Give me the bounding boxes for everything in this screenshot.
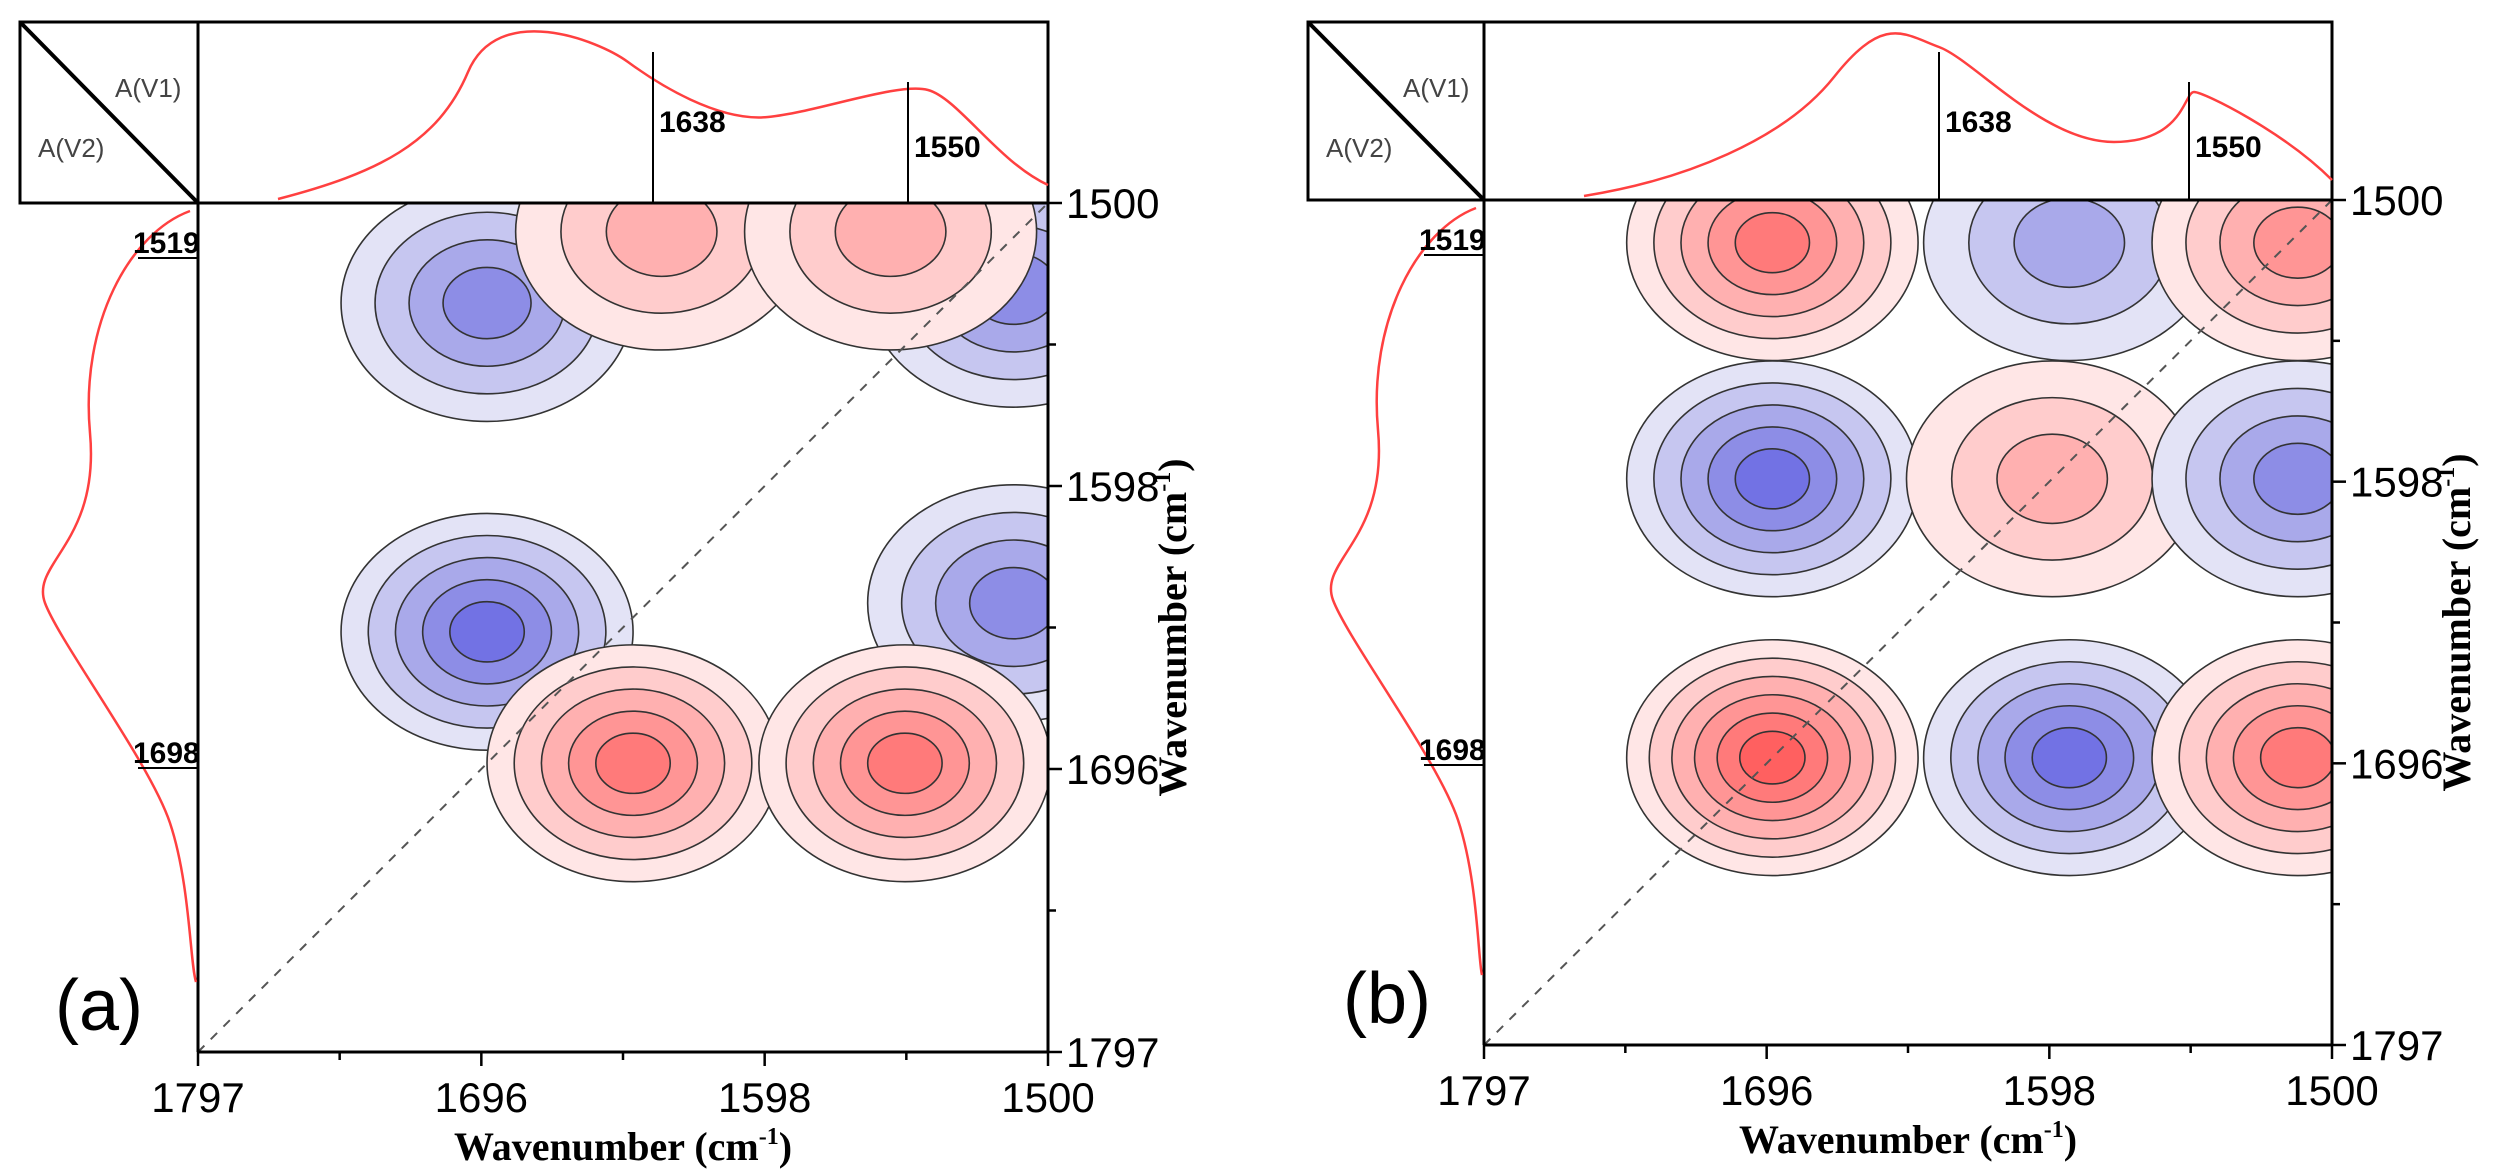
y-axis-title-close: ): [2434, 453, 2479, 466]
positive-peak-8: [2151, 638, 2332, 877]
contour-level-5: [1734, 448, 1811, 510]
panel-label: (a): [55, 966, 143, 1046]
x-axis-title-sup: -1: [759, 1124, 779, 1150]
corner-diagonal: [18, 20, 200, 205]
contour-level-4: [2253, 442, 2332, 516]
corner-label-v2: A(V2): [38, 133, 104, 163]
contour-level-4: [2253, 206, 2332, 279]
y-tick-label-1696: 1696: [1066, 746, 1159, 793]
x-axis-title-main: Wavenumber (cm: [454, 1124, 759, 1169]
x-tick-label-1696: 1696: [1720, 1067, 1813, 1114]
y-axis-title: Wavenumber (cm-1): [2434, 453, 2479, 791]
top-peak-label-1550: 1550: [2195, 131, 2262, 164]
diagonal-line: [197, 202, 1049, 1053]
left-spectrum-curve: [41, 209, 198, 983]
positive-peak-4: [1905, 360, 2199, 598]
left-peak-label-1698: 1698: [1419, 734, 1486, 767]
contour-level-3: [605, 203, 718, 278]
negative-peak-7: [1922, 638, 2216, 877]
y-axis-title-sup: -1: [1150, 472, 1176, 492]
contour-level-5: [1734, 211, 1811, 274]
top-spectrum-box: [18, 20, 1050, 205]
top-peak-label-1638: 1638: [1945, 106, 2012, 139]
positive-peak-6: [486, 644, 780, 883]
x-axis-title-sup: -1: [2044, 1117, 2064, 1143]
top-spectrum-curve: [277, 30, 1049, 201]
positive-peak-5: [743, 203, 1038, 351]
top-spectrum-curve: [1583, 32, 2333, 198]
y-tick-label-1500: 1500: [2350, 177, 2443, 224]
x-tick-label-1500: 1500: [1001, 1074, 1094, 1121]
x-tick-label-1598: 1598: [718, 1074, 811, 1121]
negative-peak-1: [1922, 200, 2216, 362]
x-tick-label-1500: 1500: [2285, 1067, 2378, 1114]
corner-label-v2: A(V2): [1326, 133, 1392, 163]
positive-peak-6: [1625, 638, 1919, 877]
contour-level-3: [1996, 433, 2109, 525]
contour-level-5: [2259, 726, 2332, 789]
y-axis-title-sup: -1: [2434, 467, 2460, 487]
x-tick-label-1598: 1598: [2003, 1067, 2096, 1114]
x-axis-title: Wavenumber (cm-1): [1739, 1117, 2077, 1162]
x-axis-title-close: ): [2064, 1117, 2077, 1162]
diagonal-line: [1483, 199, 2333, 1046]
y-tick-label-1500: 1500: [1066, 180, 1159, 227]
negative-peak-3: [1625, 360, 1919, 598]
y-axis-title-close: ): [1150, 458, 1195, 471]
y-axis-title: Wavenumber (cm-1): [1150, 458, 1195, 796]
corner-label-v1: A(V1): [1403, 73, 1469, 103]
contour-level-5: [2031, 726, 2108, 789]
x-tick-label-1797: 1797: [1437, 1067, 1530, 1114]
y-tick-label-1797: 1797: [2350, 1022, 2443, 1069]
left-peak-label-1519: 1519: [1419, 224, 1486, 257]
contour-level-3: [834, 203, 947, 278]
y-tick-label-1598: 1598: [1066, 463, 1159, 510]
x-tick-label-1696: 1696: [435, 1074, 528, 1121]
top-peak-label-1550: 1550: [914, 131, 981, 164]
contour-area: [198, 203, 1048, 1052]
left-spectrum-curve: [1329, 206, 1484, 976]
positive-peak-7: [758, 644, 1048, 883]
corner-diagonal: [1306, 20, 1486, 202]
contour-level-3: [2013, 200, 2126, 289]
contour-level-4: [968, 566, 1048, 640]
contour-level-4: [442, 266, 532, 340]
panel-0: A(V1) A(V2) 1638 1550 1519 1698 1797 1696 1598 15…: [18, 20, 1195, 1169]
contour-area: [1484, 200, 2332, 1045]
top-peak-label-1638: 1638: [659, 106, 726, 139]
x-axis-title: Wavenumber (cm-1): [454, 1124, 792, 1169]
contour-level-5: [595, 732, 672, 795]
negative-peak-5: [2151, 360, 2332, 598]
y-tick-label-1598: 1598: [2350, 459, 2443, 506]
corner-label-v1: A(V1): [115, 73, 181, 103]
left-peak-label-1519: 1519: [133, 227, 200, 260]
y-axis-title-main: Wavenumber (cm: [2434, 487, 2479, 792]
contour-level-5: [866, 732, 943, 795]
x-axis-title-close: ): [779, 1124, 792, 1169]
y-tick-label-1797: 1797: [1066, 1029, 1159, 1076]
contour-level-6: [1738, 730, 1806, 785]
x-tick-label-1797: 1797: [151, 1074, 244, 1121]
positive-peak-0: [1625, 200, 1919, 362]
panel-1: A(V1) A(V2) 1638 1550 1519 1698 1797 1696 1598 15…: [1306, 20, 2479, 1162]
top-spectrum-box: [1306, 20, 2334, 202]
x-axis-title-main: Wavenumber (cm: [1739, 1117, 2044, 1162]
y-tick-label-1696: 1696: [2350, 740, 2443, 787]
contour-level-5: [449, 600, 526, 663]
y-axis-title-main: Wavenumber (cm: [1150, 492, 1195, 797]
left-peak-label-1698: 1698: [133, 737, 200, 770]
positive-peak-4: [514, 203, 809, 351]
positive-peak-2: [2151, 200, 2332, 362]
panel-label: (b): [1343, 959, 1431, 1039]
